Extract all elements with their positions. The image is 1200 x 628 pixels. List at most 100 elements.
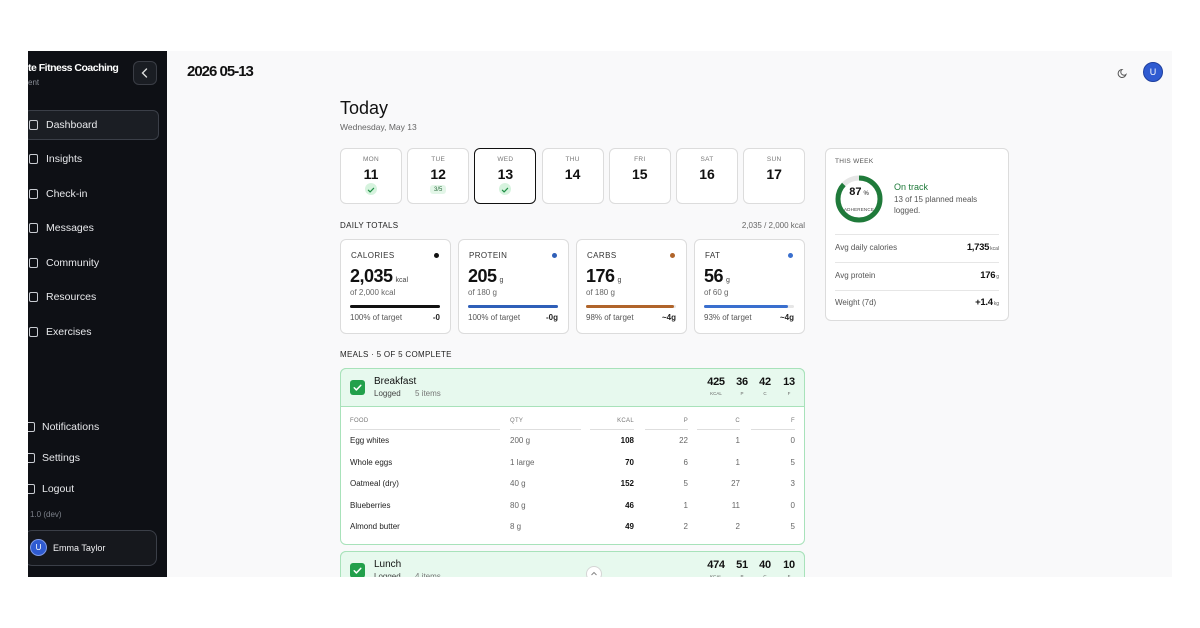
week-row-value: 176g bbox=[599, 270, 999, 283]
brand: te Fitness Coaching bbox=[28, 62, 119, 74]
meal-header bbox=[340, 368, 805, 407]
nav-item[interactable]: Settings bbox=[42, 452, 80, 464]
meal-checkbox[interactable] bbox=[350, 380, 365, 395]
header-underline bbox=[645, 429, 688, 430]
meal-total-label: P bbox=[740, 574, 744, 577]
nav-item[interactable]: Resources bbox=[46, 291, 97, 303]
macro-card bbox=[458, 239, 569, 334]
meal-items: 4 items bbox=[415, 572, 441, 577]
header-date: 2026 05-13 bbox=[187, 63, 254, 80]
week-row-label: Avg daily calories bbox=[835, 243, 898, 252]
macro-unit: g bbox=[499, 276, 504, 284]
nav-icon bbox=[29, 120, 38, 130]
table-cell: 6 bbox=[683, 457, 688, 467]
header-underline bbox=[697, 429, 740, 430]
today-title: Today bbox=[340, 97, 389, 118]
meals-label: MEALS · 5 OF 5 COMPLETE bbox=[340, 350, 452, 359]
day-complete bbox=[365, 183, 377, 195]
nav-icon bbox=[29, 154, 38, 164]
nav-item[interactable]: Messages bbox=[46, 222, 94, 234]
macro-delta: ~4g bbox=[661, 313, 676, 322]
nav-item[interactable]: Dashboard bbox=[46, 119, 98, 131]
header-underline bbox=[350, 429, 500, 430]
nav-item[interactable]: Insights bbox=[46, 153, 83, 165]
table-cell: 5 bbox=[790, 522, 795, 531]
table-cell: 5 bbox=[683, 479, 688, 488]
table-cell: 8 g bbox=[510, 522, 522, 531]
meal-total-label: F bbox=[787, 391, 791, 396]
theme-toggle[interactable] bbox=[1117, 66, 1129, 78]
macro-card bbox=[576, 239, 687, 334]
nav-item[interactable]: Check-in bbox=[46, 188, 88, 200]
week-row-number: 176 bbox=[980, 269, 996, 281]
day-label: SUN bbox=[766, 156, 782, 163]
week-row-number: +1.4 bbox=[975, 297, 993, 308]
day-number: 17 bbox=[766, 166, 782, 182]
progress-label: 100% of target bbox=[468, 313, 521, 322]
meal-header bbox=[340, 551, 805, 577]
day-card[interactable] bbox=[743, 148, 806, 204]
table-cell: 46 bbox=[625, 500, 634, 510]
header-underline bbox=[590, 429, 634, 430]
brand-sub: ent bbox=[28, 78, 40, 87]
day-label: TUE bbox=[431, 156, 446, 163]
day-label: SAT bbox=[700, 156, 714, 163]
day-card[interactable] bbox=[608, 148, 671, 204]
meal-items: 5 items bbox=[415, 389, 441, 398]
table-cell: 49 bbox=[625, 522, 634, 531]
week-note: 13 of 15 planned meals logged. bbox=[894, 195, 978, 215]
table-cell: 200 g bbox=[510, 436, 531, 445]
week-label: THIS WEEK bbox=[835, 158, 874, 165]
meal-status: Logged bbox=[374, 389, 401, 398]
daily-totals-label: DAILY TOTALS bbox=[340, 221, 399, 230]
macro-label: PROTEIN bbox=[469, 251, 508, 260]
nav-item[interactable]: Community bbox=[46, 257, 100, 269]
day-card[interactable] bbox=[407, 148, 470, 204]
adherence-unit: % bbox=[863, 191, 869, 197]
donut-arc bbox=[835, 175, 883, 223]
meal-checkbox[interactable] bbox=[350, 563, 365, 577]
check-icon bbox=[367, 187, 375, 193]
meal-total-value: 474 bbox=[707, 559, 725, 571]
week-status: On track bbox=[894, 182, 929, 192]
day-badge: 3/5 bbox=[434, 186, 443, 193]
table-cell: Almond butter bbox=[350, 522, 400, 531]
table-cell: Oatmeal (dry) bbox=[350, 479, 399, 488]
progress-fill bbox=[350, 305, 440, 308]
table-cell: Whole eggs bbox=[350, 457, 393, 467]
progress-label: 93% of target bbox=[704, 313, 752, 322]
meal-total-label: P bbox=[740, 391, 744, 396]
day-number: 12 bbox=[430, 166, 446, 182]
table-cell: 11 bbox=[731, 500, 740, 510]
progress-fill bbox=[704, 305, 788, 308]
collapse-button[interactable] bbox=[133, 61, 157, 85]
table-header: P bbox=[683, 418, 688, 424]
meal-total-value: 42 bbox=[759, 376, 771, 388]
divider bbox=[835, 262, 999, 263]
adherence-label: ADHERENCE bbox=[843, 207, 875, 212]
table-cell: 1 large bbox=[510, 457, 535, 467]
nav-icon bbox=[28, 422, 35, 432]
header-avatar[interactable] bbox=[1143, 62, 1163, 82]
header-underline bbox=[510, 429, 581, 430]
nav-item[interactable]: Logout bbox=[42, 483, 75, 495]
scroll-top[interactable] bbox=[586, 566, 602, 577]
meal-total-label: KCAL bbox=[710, 574, 722, 577]
header-underline bbox=[751, 429, 795, 430]
nav-item[interactable]: Exercises bbox=[46, 326, 92, 338]
meal-total-value: 425 bbox=[707, 376, 725, 388]
meal-total-value: 13 bbox=[783, 376, 795, 388]
table-cell: 27 bbox=[731, 479, 740, 488]
meal-total-label: C bbox=[763, 391, 767, 396]
user-box[interactable] bbox=[28, 530, 157, 566]
nav-icon bbox=[28, 453, 35, 463]
macro-card bbox=[340, 239, 451, 334]
table-cell: 1 bbox=[683, 500, 688, 510]
day-card[interactable] bbox=[541, 148, 604, 204]
table-cell: 40 g bbox=[510, 479, 526, 488]
day-card[interactable] bbox=[676, 148, 738, 204]
macro-target: of 2,000 kcal bbox=[350, 288, 396, 297]
nav-item[interactable]: Notifications bbox=[42, 421, 100, 433]
progress-fill bbox=[468, 305, 558, 308]
